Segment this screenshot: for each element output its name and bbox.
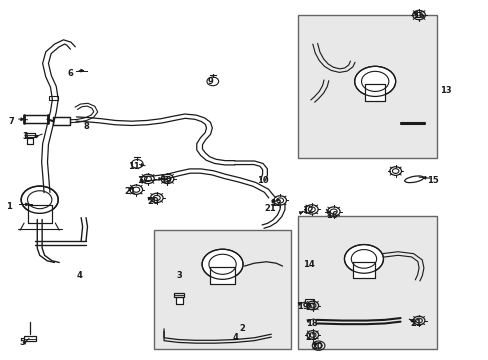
- Bar: [49, 96, 58, 100]
- Bar: [24, 116, 47, 123]
- Bar: [24, 336, 36, 341]
- Bar: [27, 205, 52, 223]
- Circle shape: [202, 249, 243, 279]
- Text: 19: 19: [160, 176, 171, 185]
- Bar: [298, 216, 436, 348]
- Bar: [173, 293, 183, 297]
- Bar: [176, 297, 182, 304]
- Text: 19: 19: [296, 302, 307, 311]
- Bar: [25, 133, 35, 137]
- Text: 20: 20: [147, 197, 158, 206]
- Bar: [27, 205, 52, 223]
- Bar: [176, 297, 182, 304]
- Bar: [365, 84, 384, 101]
- Text: 21: 21: [124, 187, 136, 196]
- Text: 18: 18: [306, 319, 317, 328]
- Text: 12: 12: [270, 199, 282, 208]
- Bar: [53, 117, 70, 125]
- Text: 1: 1: [5, 202, 11, 211]
- Text: 9: 9: [207, 77, 213, 86]
- Circle shape: [21, 186, 58, 213]
- Bar: [24, 116, 47, 123]
- Text: 13: 13: [439, 86, 450, 95]
- Text: 21: 21: [264, 204, 275, 213]
- Text: 21: 21: [305, 333, 317, 342]
- Bar: [210, 267, 234, 284]
- Text: 3: 3: [176, 270, 182, 279]
- Bar: [27, 138, 33, 144]
- Circle shape: [344, 244, 383, 273]
- Bar: [53, 117, 70, 125]
- Text: 21: 21: [409, 319, 421, 328]
- Text: 2: 2: [239, 324, 245, 333]
- Text: 4: 4: [232, 333, 238, 342]
- Text: 6: 6: [68, 69, 74, 78]
- Text: 8: 8: [83, 122, 89, 131]
- Bar: [298, 15, 436, 158]
- Text: 3: 3: [22, 132, 28, 141]
- Bar: [27, 138, 33, 144]
- Bar: [352, 262, 374, 278]
- Text: 7: 7: [8, 117, 14, 126]
- Text: 10: 10: [256, 176, 268, 185]
- Text: 16: 16: [326, 211, 338, 220]
- Bar: [154, 230, 290, 348]
- Text: 16: 16: [412, 10, 424, 19]
- Bar: [210, 267, 234, 284]
- Text: 12: 12: [302, 206, 313, 215]
- Bar: [365, 84, 384, 101]
- Text: 4: 4: [76, 270, 82, 279]
- Text: 21: 21: [305, 303, 317, 312]
- Text: 14: 14: [303, 260, 314, 269]
- Bar: [352, 262, 374, 278]
- Bar: [305, 299, 314, 303]
- Text: 20: 20: [311, 342, 323, 351]
- Circle shape: [354, 66, 395, 96]
- Text: 11: 11: [128, 162, 140, 171]
- Text: 15: 15: [427, 176, 438, 185]
- Text: 17: 17: [137, 176, 148, 185]
- Text: 5: 5: [19, 338, 25, 347]
